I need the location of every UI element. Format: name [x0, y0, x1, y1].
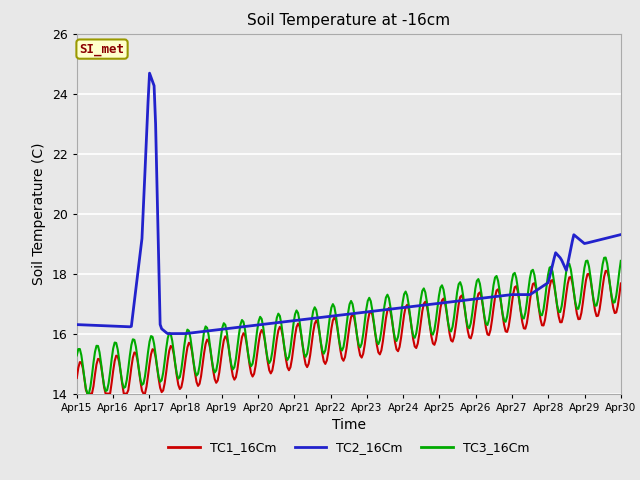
- Legend: TC1_16Cm, TC2_16Cm, TC3_16Cm: TC1_16Cm, TC2_16Cm, TC3_16Cm: [163, 436, 534, 459]
- Title: Soil Temperature at -16cm: Soil Temperature at -16cm: [247, 13, 451, 28]
- Y-axis label: Soil Temperature (C): Soil Temperature (C): [33, 143, 46, 285]
- Text: SI_met: SI_met: [79, 43, 125, 56]
- X-axis label: Time: Time: [332, 418, 366, 432]
